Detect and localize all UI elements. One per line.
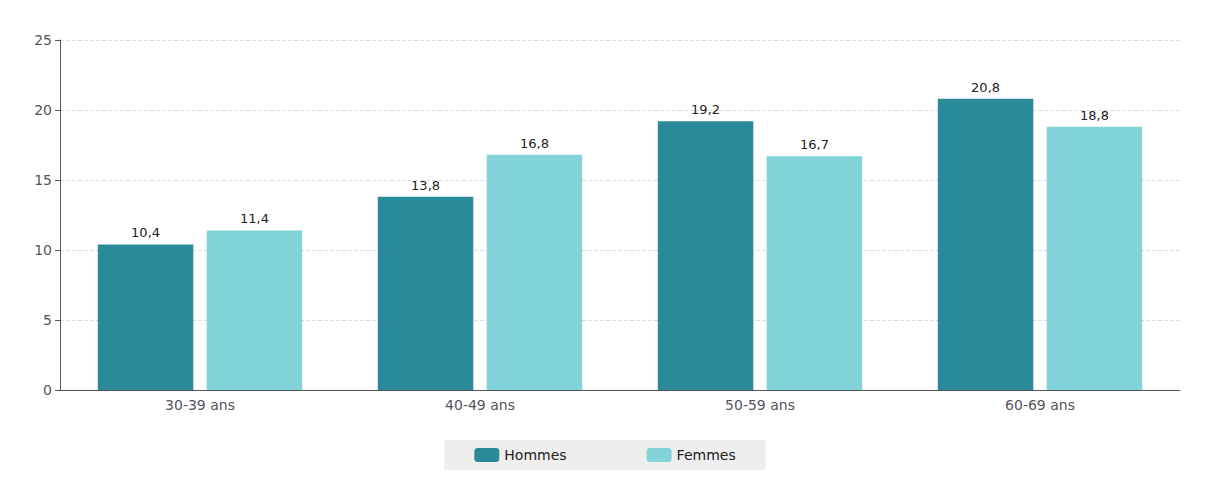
svg-text:Hommes: Hommes (504, 447, 566, 463)
svg-text:50-59 ans: 50-59 ans (725, 397, 795, 413)
svg-text:18,8: 18,8 (1080, 108, 1109, 123)
svg-text:10,4: 10,4 (131, 225, 160, 240)
svg-text:16,7: 16,7 (800, 137, 829, 152)
svg-text:11,4: 11,4 (240, 211, 269, 226)
svg-text:13,8: 13,8 (411, 178, 440, 193)
svg-text:19,2: 19,2 (691, 102, 720, 117)
svg-text:Femmes: Femmes (677, 447, 736, 463)
svg-text:60-69 ans: 60-69 ans (1005, 397, 1075, 413)
svg-text:40-49 ans: 40-49 ans (445, 397, 515, 413)
svg-text:30-39 ans: 30-39 ans (165, 397, 235, 413)
svg-text:16,8: 16,8 (520, 136, 549, 151)
svg-text:0: 0 (43, 382, 52, 398)
svg-text:5: 5 (43, 312, 52, 328)
svg-text:10: 10 (34, 242, 52, 258)
svg-text:20,8: 20,8 (971, 80, 1000, 95)
svg-text:20: 20 (34, 102, 52, 118)
svg-text:25: 25 (34, 32, 52, 48)
svg-text:15: 15 (34, 172, 52, 188)
